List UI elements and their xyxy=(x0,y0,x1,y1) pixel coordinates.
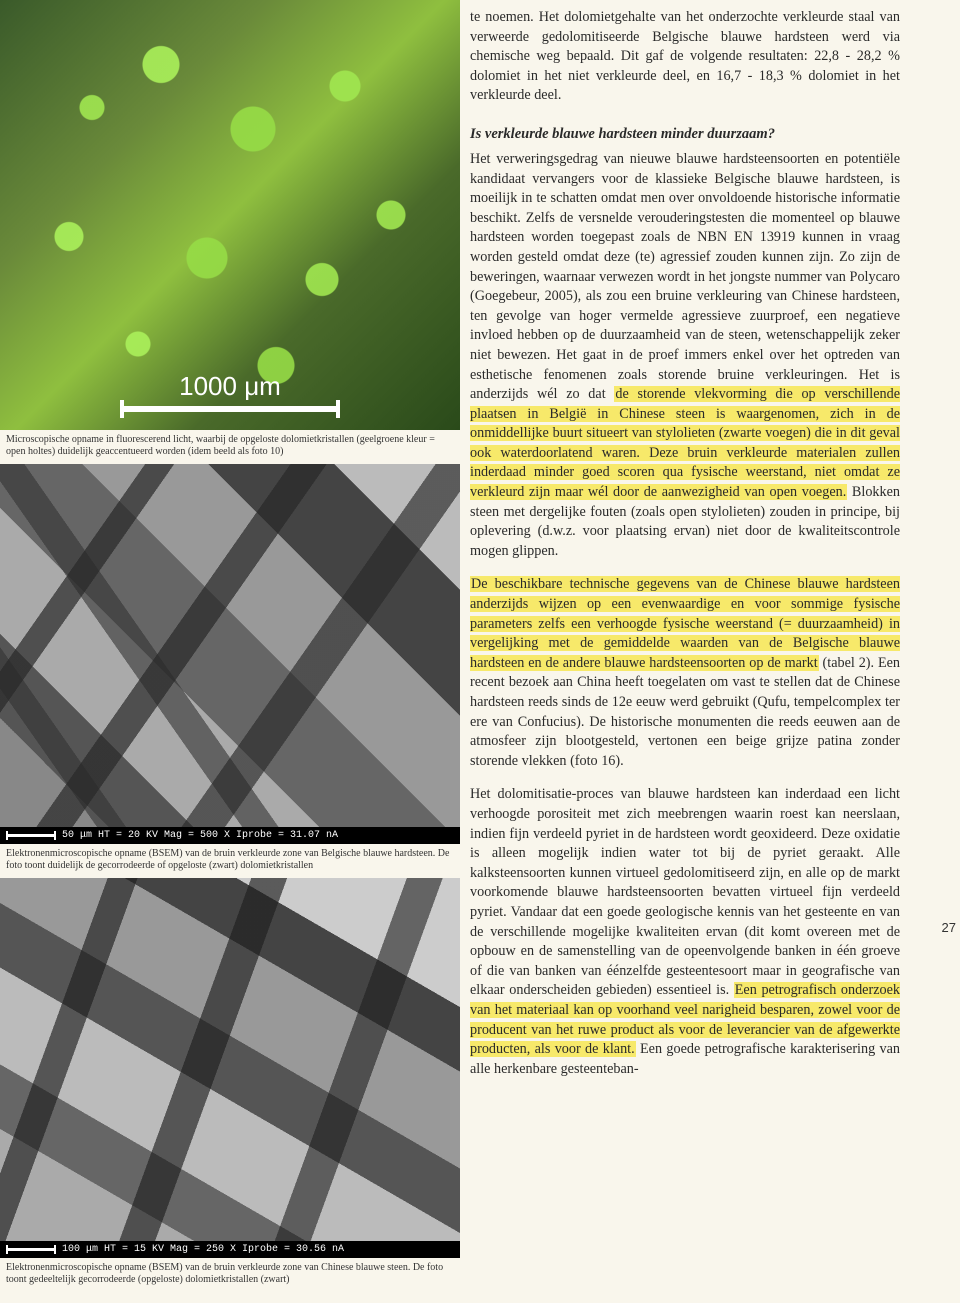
p1-part-a: Het verweringsgedrag van nieuwe blauwe h… xyxy=(470,151,900,402)
paragraph-2: De beschikbare technische gegevens van d… xyxy=(470,575,900,771)
section-heading: Is verkleurde blauwe hardsteen minder du… xyxy=(470,124,900,144)
sem-footer-2-text: 50 μm HT = 20 KV Mag = 500 X Iprobe = 31… xyxy=(62,830,338,841)
sem-scalebar-icon xyxy=(6,1248,56,1251)
figure-2-caption: Elektronenmicroscopische opname (BSEM) v… xyxy=(0,844,460,878)
figure-2: 50 μm HT = 20 KV Mag = 500 X Iprobe = 31… xyxy=(0,464,460,878)
sem-scalebar-icon xyxy=(6,834,56,837)
left-column: 1000 μm Microscopische opname in fluores… xyxy=(0,0,460,1292)
figure-1: 1000 μm Microscopische opname in fluores… xyxy=(0,0,460,464)
right-column: te noemen. Het dolomietgehalte van het o… xyxy=(460,0,920,1292)
p1-highlight: de storende vlekvorming die op verschill… xyxy=(470,386,900,500)
paragraph-3: Het dolomitisatie-proces van blauwe hard… xyxy=(470,785,900,1079)
figure-2-image: 50 μm HT = 20 KV Mag = 500 X Iprobe = 31… xyxy=(0,464,460,844)
figure-3-image: 100 μm HT = 15 KV Mag = 250 X Iprobe = 3… xyxy=(0,878,460,1258)
intro-paragraph: te noemen. Het dolomietgehalte van het o… xyxy=(470,8,900,106)
scalebar-label: 1000 μm xyxy=(179,371,281,401)
scalebar-line xyxy=(120,406,340,412)
scalebar: 1000 μm xyxy=(120,371,340,412)
page-number: 27 xyxy=(942,920,956,935)
figure-1-caption: Microscopische opname in fluorescerend l… xyxy=(0,430,460,464)
figure-1-image: 1000 μm xyxy=(0,0,460,430)
sem-footer-3-text: 100 μm HT = 15 KV Mag = 250 X Iprobe = 3… xyxy=(62,1244,344,1255)
page-container: 1000 μm Microscopische opname in fluores… xyxy=(0,0,960,1292)
sem-footer-2: 50 μm HT = 20 KV Mag = 500 X Iprobe = 31… xyxy=(0,827,460,844)
paragraph-1: Het verweringsgedrag van nieuwe blauwe h… xyxy=(470,150,900,561)
figure-3: 100 μm HT = 15 KV Mag = 250 X Iprobe = 3… xyxy=(0,878,460,1292)
figure-3-caption: Elektronenmicroscopische opname (BSEM) v… xyxy=(0,1258,460,1292)
sem-footer-3: 100 μm HT = 15 KV Mag = 250 X Iprobe = 3… xyxy=(0,1241,460,1258)
p2-part-b: (tabel 2). Een recent bezoek aan China h… xyxy=(470,655,900,769)
p3-part-a: Het dolomitisatie-proces van blauwe hard… xyxy=(470,786,900,998)
